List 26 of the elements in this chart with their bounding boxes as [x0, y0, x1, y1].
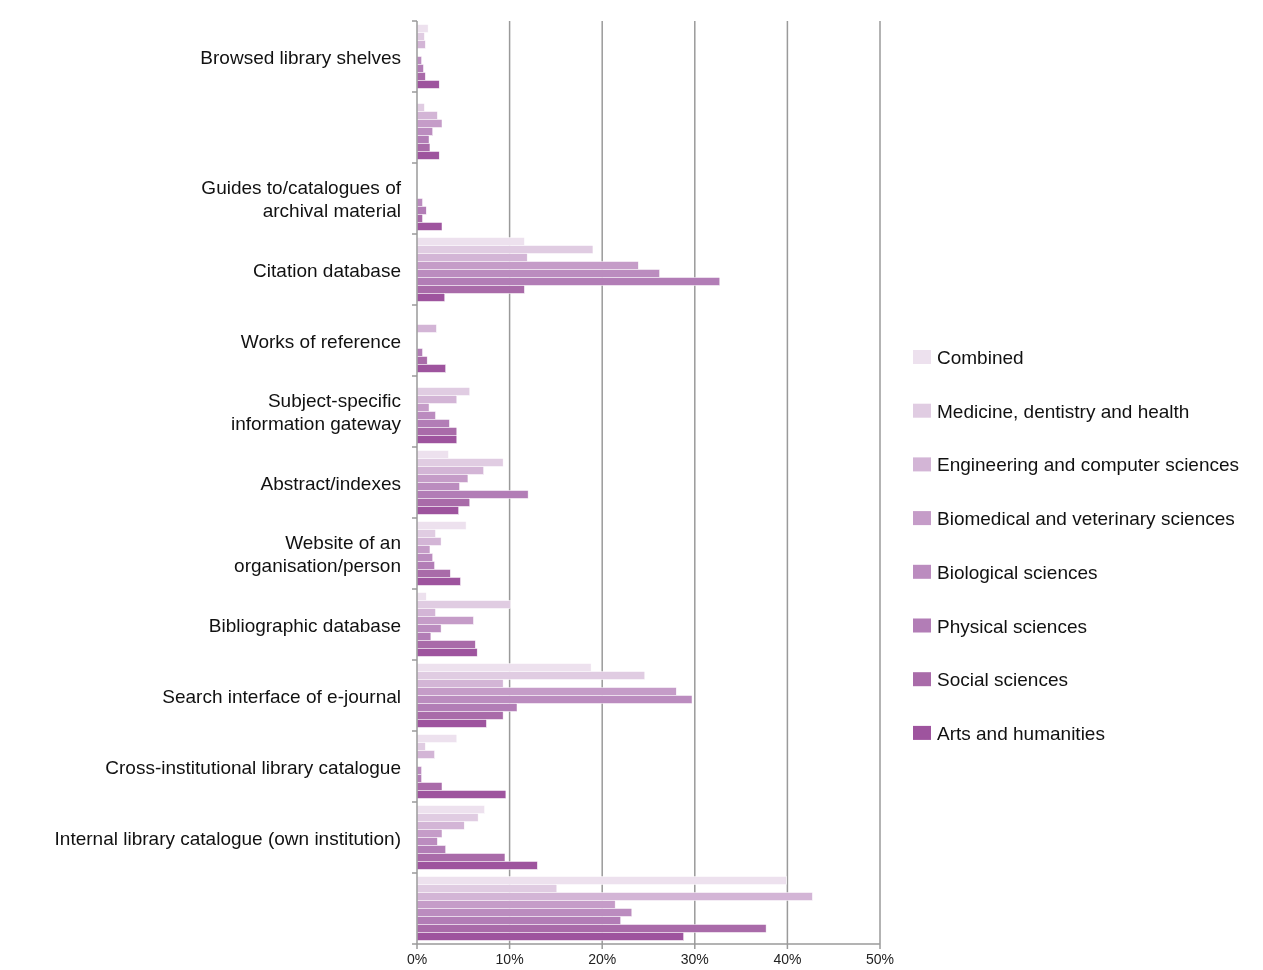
y-tick-label: Website of an organisation/person [234, 532, 401, 576]
y-tick-label: Cross-institutional library catalogue [105, 756, 401, 778]
x-tick-label: 50% [865, 951, 895, 967]
x-tick-label: 30% [680, 951, 709, 967]
legend-label: Biomedical and veterinary sciences [937, 508, 1235, 530]
legend-label: Biological sciences [937, 561, 1098, 583]
x-tick-label: 10% [495, 951, 524, 967]
x-tick-label: 0% [406, 951, 428, 967]
y-tick-label: Search interface of e-journal [162, 685, 401, 707]
y-tick-label: Browsed library shelves [200, 46, 401, 68]
legend-label: Engineering and computer sciences [937, 454, 1240, 476]
legend-label: Social sciences [937, 669, 1068, 691]
bar [416, 324, 437, 333]
legend-label: Arts and humanities [937, 722, 1105, 744]
y-tick-label: Abstract/indexes [260, 472, 401, 494]
y-tick-label: Works of reference [240, 330, 401, 352]
x-tick-label: 40% [773, 951, 802, 967]
y-tick-label: Bibliographic database [208, 614, 401, 636]
y-tick-label: Citation database [253, 259, 401, 281]
y-tick-label: Guides to/catalogues of archival material [201, 177, 402, 221]
x-tick-label: 20% [588, 951, 617, 967]
legend-label: Combined [937, 347, 1024, 368]
y-tick-label: Internal library catalogue (own institution) [54, 827, 401, 849]
y-tick-label: Subject-specific information gateway [230, 390, 402, 434]
legend-label: Physical sciences [937, 615, 1087, 637]
legend-label: Medicine, dentistry and health [937, 400, 1190, 422]
